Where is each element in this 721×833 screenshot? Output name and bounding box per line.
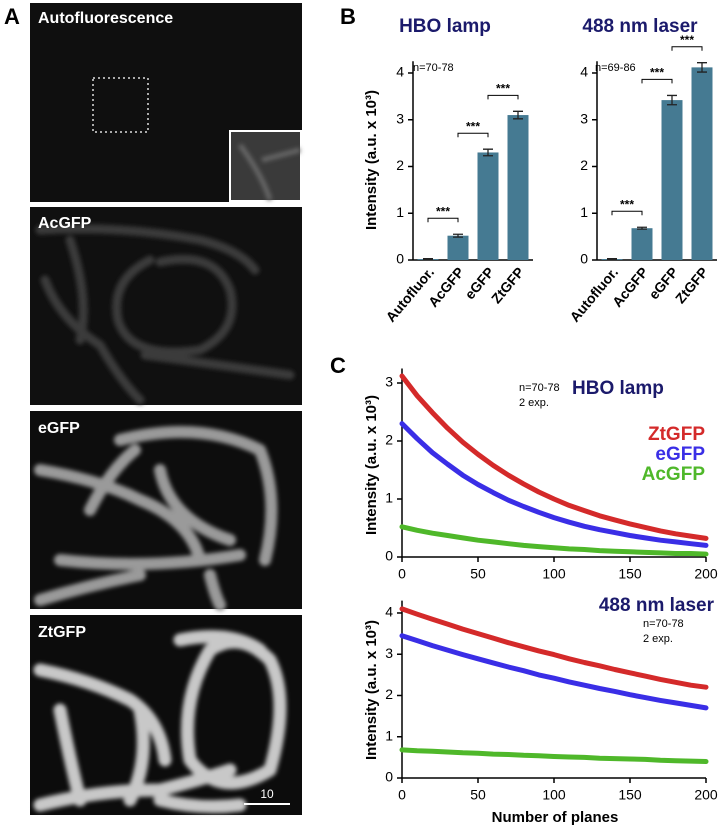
panel-label: A bbox=[4, 4, 20, 29]
error-bar bbox=[637, 226, 647, 230]
x-tick-label: 150 bbox=[618, 787, 642, 803]
x-tick-label: 200 bbox=[694, 787, 718, 803]
y-axis-label: Intensity (a.u. x 10³) bbox=[363, 620, 380, 760]
y-tick-label: 2 bbox=[385, 432, 393, 448]
significance-label: *** bbox=[650, 66, 664, 80]
legend-label: ZtGFP bbox=[648, 424, 705, 445]
error-bar bbox=[697, 62, 707, 73]
y-tick-label: 0 bbox=[385, 548, 393, 564]
y-tick-label: 1 bbox=[385, 490, 393, 506]
line bbox=[399, 633, 709, 711]
x-tick-label: ZtGFP bbox=[488, 264, 527, 306]
line bbox=[399, 421, 709, 548]
x-tick-label: 100 bbox=[542, 787, 566, 803]
image-label: AcGFP bbox=[38, 215, 92, 232]
significance-label: *** bbox=[496, 81, 510, 95]
chart-title: 488 nm laser bbox=[599, 595, 715, 616]
y-tick-label: 3 bbox=[385, 374, 393, 390]
chart-title: HBO lamp bbox=[399, 16, 491, 37]
error-bar bbox=[423, 257, 433, 261]
x-axis-label: Number of planes bbox=[492, 809, 619, 826]
legend-label: eGFP bbox=[655, 444, 705, 465]
cells bbox=[35, 224, 295, 405]
significance-label: *** bbox=[436, 204, 450, 218]
x-tick-label: ZtGFP bbox=[672, 264, 711, 306]
y-tick-label: 1 bbox=[580, 204, 588, 220]
y-tick-label: 1 bbox=[385, 727, 393, 743]
y-tick-label: 3 bbox=[396, 110, 404, 126]
y-axis-label: Intensity (a.u. x 10³) bbox=[363, 395, 380, 535]
line bbox=[399, 373, 709, 541]
significance-bracket bbox=[427, 217, 459, 223]
image-label: ZtGFP bbox=[38, 624, 86, 641]
y-tick-label: 2 bbox=[580, 157, 588, 173]
bar bbox=[691, 67, 713, 260]
annotation: n=69-86 bbox=[595, 62, 636, 74]
chart-title: HBO lamp bbox=[572, 378, 664, 399]
y-axis-label: Intensity (a.u. x 10³) bbox=[363, 90, 380, 230]
bar bbox=[631, 228, 653, 260]
scale-bar-label: 10 bbox=[260, 787, 274, 801]
legend-label: AcGFP bbox=[642, 464, 706, 485]
cells bbox=[33, 630, 287, 814]
annotation: n=70-78 bbox=[413, 62, 454, 74]
line bbox=[399, 606, 709, 690]
x-tick-label: 0 bbox=[398, 787, 406, 803]
error-bar bbox=[483, 148, 493, 157]
image-label: eGFP bbox=[38, 420, 80, 437]
y-tick-label: 4 bbox=[396, 64, 404, 80]
bar bbox=[447, 235, 469, 260]
error-bar bbox=[607, 257, 617, 261]
bar bbox=[507, 115, 529, 260]
chart-title: 488 nm laser bbox=[582, 16, 698, 37]
significance-bracket bbox=[611, 210, 643, 216]
y-tick-label: 0 bbox=[385, 769, 393, 785]
x-tick-label: 50 bbox=[470, 566, 486, 582]
significance-bracket bbox=[457, 132, 489, 138]
significance-bracket bbox=[671, 46, 703, 51]
annotation: 2 exp. bbox=[643, 633, 673, 645]
significance-label: *** bbox=[466, 119, 480, 133]
annotation: 2 exp. bbox=[519, 397, 549, 409]
error-bar bbox=[513, 110, 523, 120]
panel-label: C bbox=[330, 353, 346, 378]
panel-label: B bbox=[340, 4, 356, 29]
y-tick-label: 0 bbox=[396, 251, 404, 267]
x-tick-label: 100 bbox=[542, 566, 566, 582]
error-bar bbox=[667, 94, 677, 106]
x-tick-label: 50 bbox=[470, 787, 486, 803]
y-tick-label: 4 bbox=[580, 64, 588, 80]
bar bbox=[477, 152, 499, 260]
y-tick-label: 4 bbox=[385, 604, 393, 620]
significance-label: *** bbox=[620, 197, 634, 211]
bar bbox=[661, 100, 683, 260]
annotation: n=70-78 bbox=[519, 382, 560, 394]
panel-a: 10 Autofluorescence AcGFP eGFP ZtGFP bbox=[30, 3, 302, 815]
y-tick-label: 0 bbox=[580, 251, 588, 267]
line bbox=[399, 524, 709, 557]
y-tick-label: 1 bbox=[396, 204, 404, 220]
x-tick-label: 0 bbox=[398, 566, 406, 582]
significance-bracket bbox=[487, 94, 519, 100]
zoom-box bbox=[92, 77, 149, 133]
significance-bracket bbox=[641, 78, 673, 84]
inset-signal bbox=[237, 143, 301, 201]
cells bbox=[34, 426, 278, 611]
x-tick-label: 200 bbox=[694, 566, 718, 582]
error-bar bbox=[453, 233, 463, 238]
x-tick-label: 150 bbox=[618, 566, 642, 582]
y-tick-label: 3 bbox=[385, 645, 393, 661]
image-label: Autofluorescence bbox=[38, 10, 173, 27]
annotation: n=70-78 bbox=[643, 618, 684, 630]
significance-label: *** bbox=[680, 33, 694, 47]
y-tick-label: 2 bbox=[385, 686, 393, 702]
y-tick-label: 3 bbox=[580, 110, 588, 126]
line bbox=[399, 747, 709, 764]
y-tick-label: 2 bbox=[396, 157, 404, 173]
